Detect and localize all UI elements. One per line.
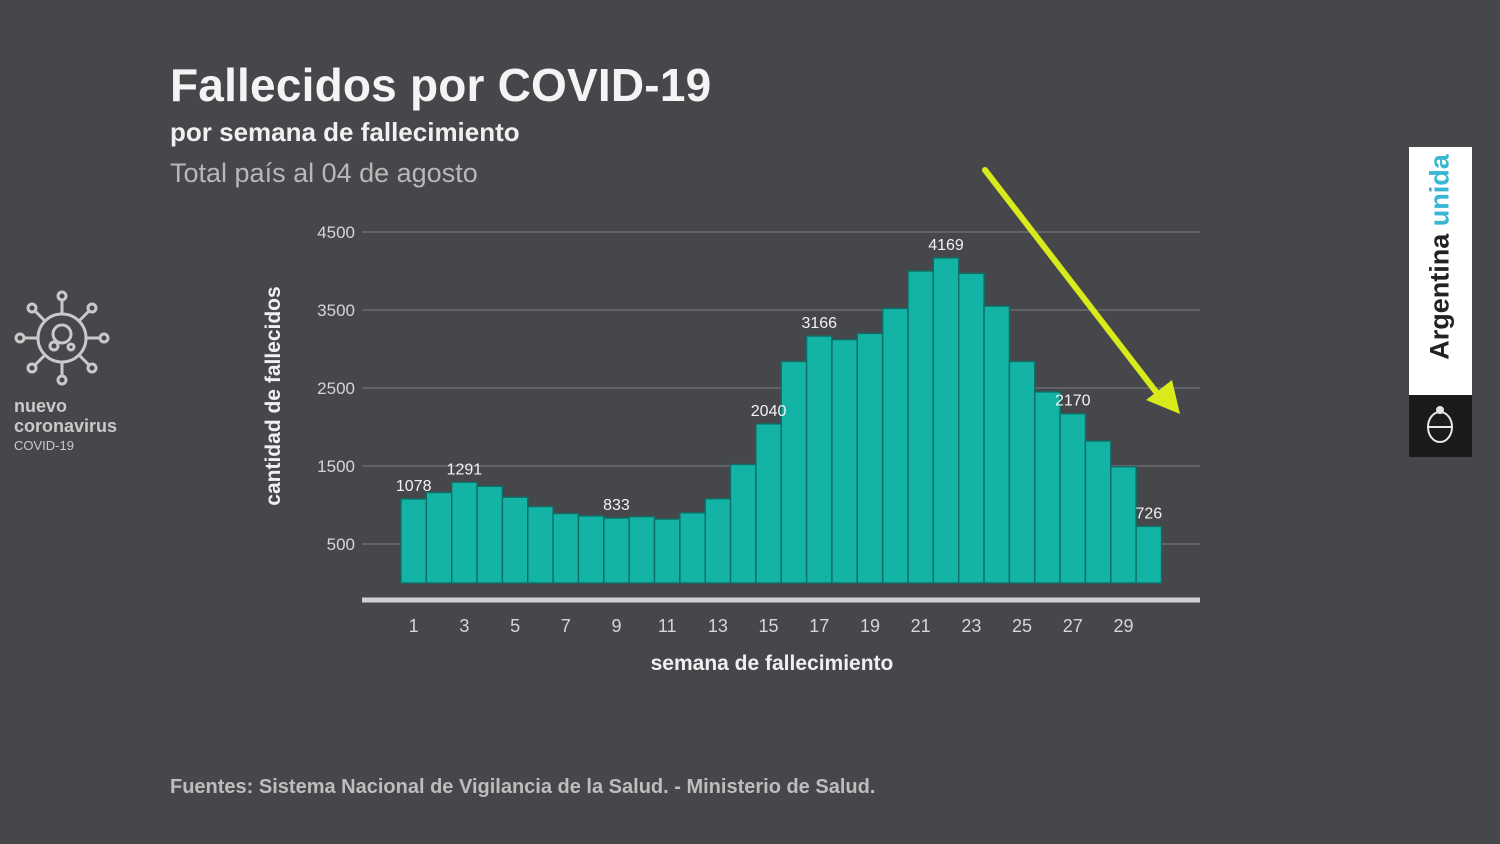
brand-line-coronavirus: coronavirus (14, 416, 118, 436)
bar-week-10 (628, 516, 656, 584)
bar-week-23 (958, 272, 985, 584)
bar-week-18 (831, 338, 859, 584)
bar-week-19 (856, 332, 884, 584)
y-tick-label: 500 (327, 535, 355, 554)
bar-week-17 (805, 335, 833, 584)
bar-week-14 (729, 463, 757, 584)
bar-week-7 (552, 512, 580, 584)
bar-week-28 (1084, 440, 1112, 584)
bar-week-2 (425, 491, 453, 584)
bar-week-12 (679, 512, 706, 584)
bar-week-25 (1008, 360, 1036, 584)
x-tick-label: 1 (409, 616, 419, 636)
chart-bars (400, 257, 1163, 584)
x-tick-label: 29 (1113, 616, 1133, 636)
bar-week-26 (1034, 391, 1061, 584)
x-tick-label: 17 (809, 616, 829, 636)
y-tick-label: 3500 (317, 301, 355, 320)
bar-week-8 (577, 515, 605, 584)
chart-data-labels: 1078 1291 833 2040 3166 4169 2170 726 (396, 237, 1162, 523)
data-label-week-30: 726 (1135, 505, 1162, 522)
x-tick-label: 23 (961, 616, 981, 636)
y-tick-label: 2500 (317, 379, 355, 398)
bar-week-3 (451, 481, 478, 584)
bar-week-4 (476, 485, 504, 584)
bar-week-11 (653, 518, 681, 584)
chart-subtitle: por semana de fallecimiento (170, 117, 520, 147)
y-axis-ticks: 500 1500 2500 3500 4500 (317, 223, 355, 554)
data-label-week-15: 2040 (751, 403, 787, 420)
bar-week-1 (400, 498, 428, 584)
data-label-week-9: 833 (603, 497, 630, 514)
bar-week-29 (1110, 466, 1137, 584)
chart-date-line: Total país al 04 de agosto (170, 158, 478, 188)
x-tick-label: 11 (658, 616, 677, 636)
x-tick-label: 15 (759, 616, 779, 636)
bar-week-22 (932, 257, 960, 584)
chart-title: Fallecidos por COVID-19 (170, 59, 712, 111)
bar-week-15 (755, 423, 782, 584)
y-axis-label: cantidad de fallecidos (262, 286, 285, 505)
data-label-week-1: 1078 (396, 478, 432, 495)
bar-week-27 (1059, 413, 1087, 584)
bar-week-5 (501, 496, 529, 584)
data-label-week-3: 1291 (447, 461, 483, 478)
data-label-week-27: 2170 (1055, 393, 1091, 410)
coronavirus-brand: nuevo coronavirus COVID-19 (14, 290, 164, 453)
y-tick-label: 4500 (317, 223, 355, 242)
bar-week-30 (1135, 525, 1163, 584)
x-tick-label: 21 (911, 616, 931, 636)
bar-week-20 (881, 307, 909, 584)
national-seal (1409, 395, 1472, 457)
x-tick-label: 19 (860, 616, 880, 636)
trend-arrow (982, 167, 1180, 414)
data-label-week-17: 3166 (801, 315, 837, 332)
bar-week-21 (907, 270, 935, 584)
x-tick-label: 13 (708, 616, 728, 636)
bar-week-16 (780, 360, 808, 584)
brand-line-covid: COVID-19 (14, 438, 74, 453)
x-tick-label: 3 (459, 616, 469, 636)
x-axis-ticks: 1 3 5 7 9 11 13 15 17 19 21 23 25 27 29 (409, 616, 1134, 636)
national-seal-icon (1427, 406, 1453, 443)
x-tick-label: 9 (611, 616, 621, 636)
y-tick-label: 1500 (317, 457, 355, 476)
data-label-week-22: 4169 (928, 237, 964, 254)
virus-icon (14, 290, 110, 386)
bar-week-13 (704, 498, 732, 584)
x-tick-label: 5 (510, 616, 520, 636)
bar-week-9 (603, 517, 630, 584)
bar-week-6 (527, 505, 554, 584)
brand-line-nuevo: nuevo (14, 396, 68, 416)
source-note: Fuentes: Sistema Nacional de Vigilancia … (170, 776, 876, 798)
x-axis-label: semana de fallecimiento (651, 652, 894, 675)
x-tick-label: 7 (561, 616, 571, 636)
x-tick-label: 27 (1063, 616, 1083, 636)
argentina-unida-badge: Argentina unida (1409, 147, 1472, 457)
bar-week-24 (983, 305, 1011, 584)
x-tick-label: 25 (1012, 616, 1032, 636)
